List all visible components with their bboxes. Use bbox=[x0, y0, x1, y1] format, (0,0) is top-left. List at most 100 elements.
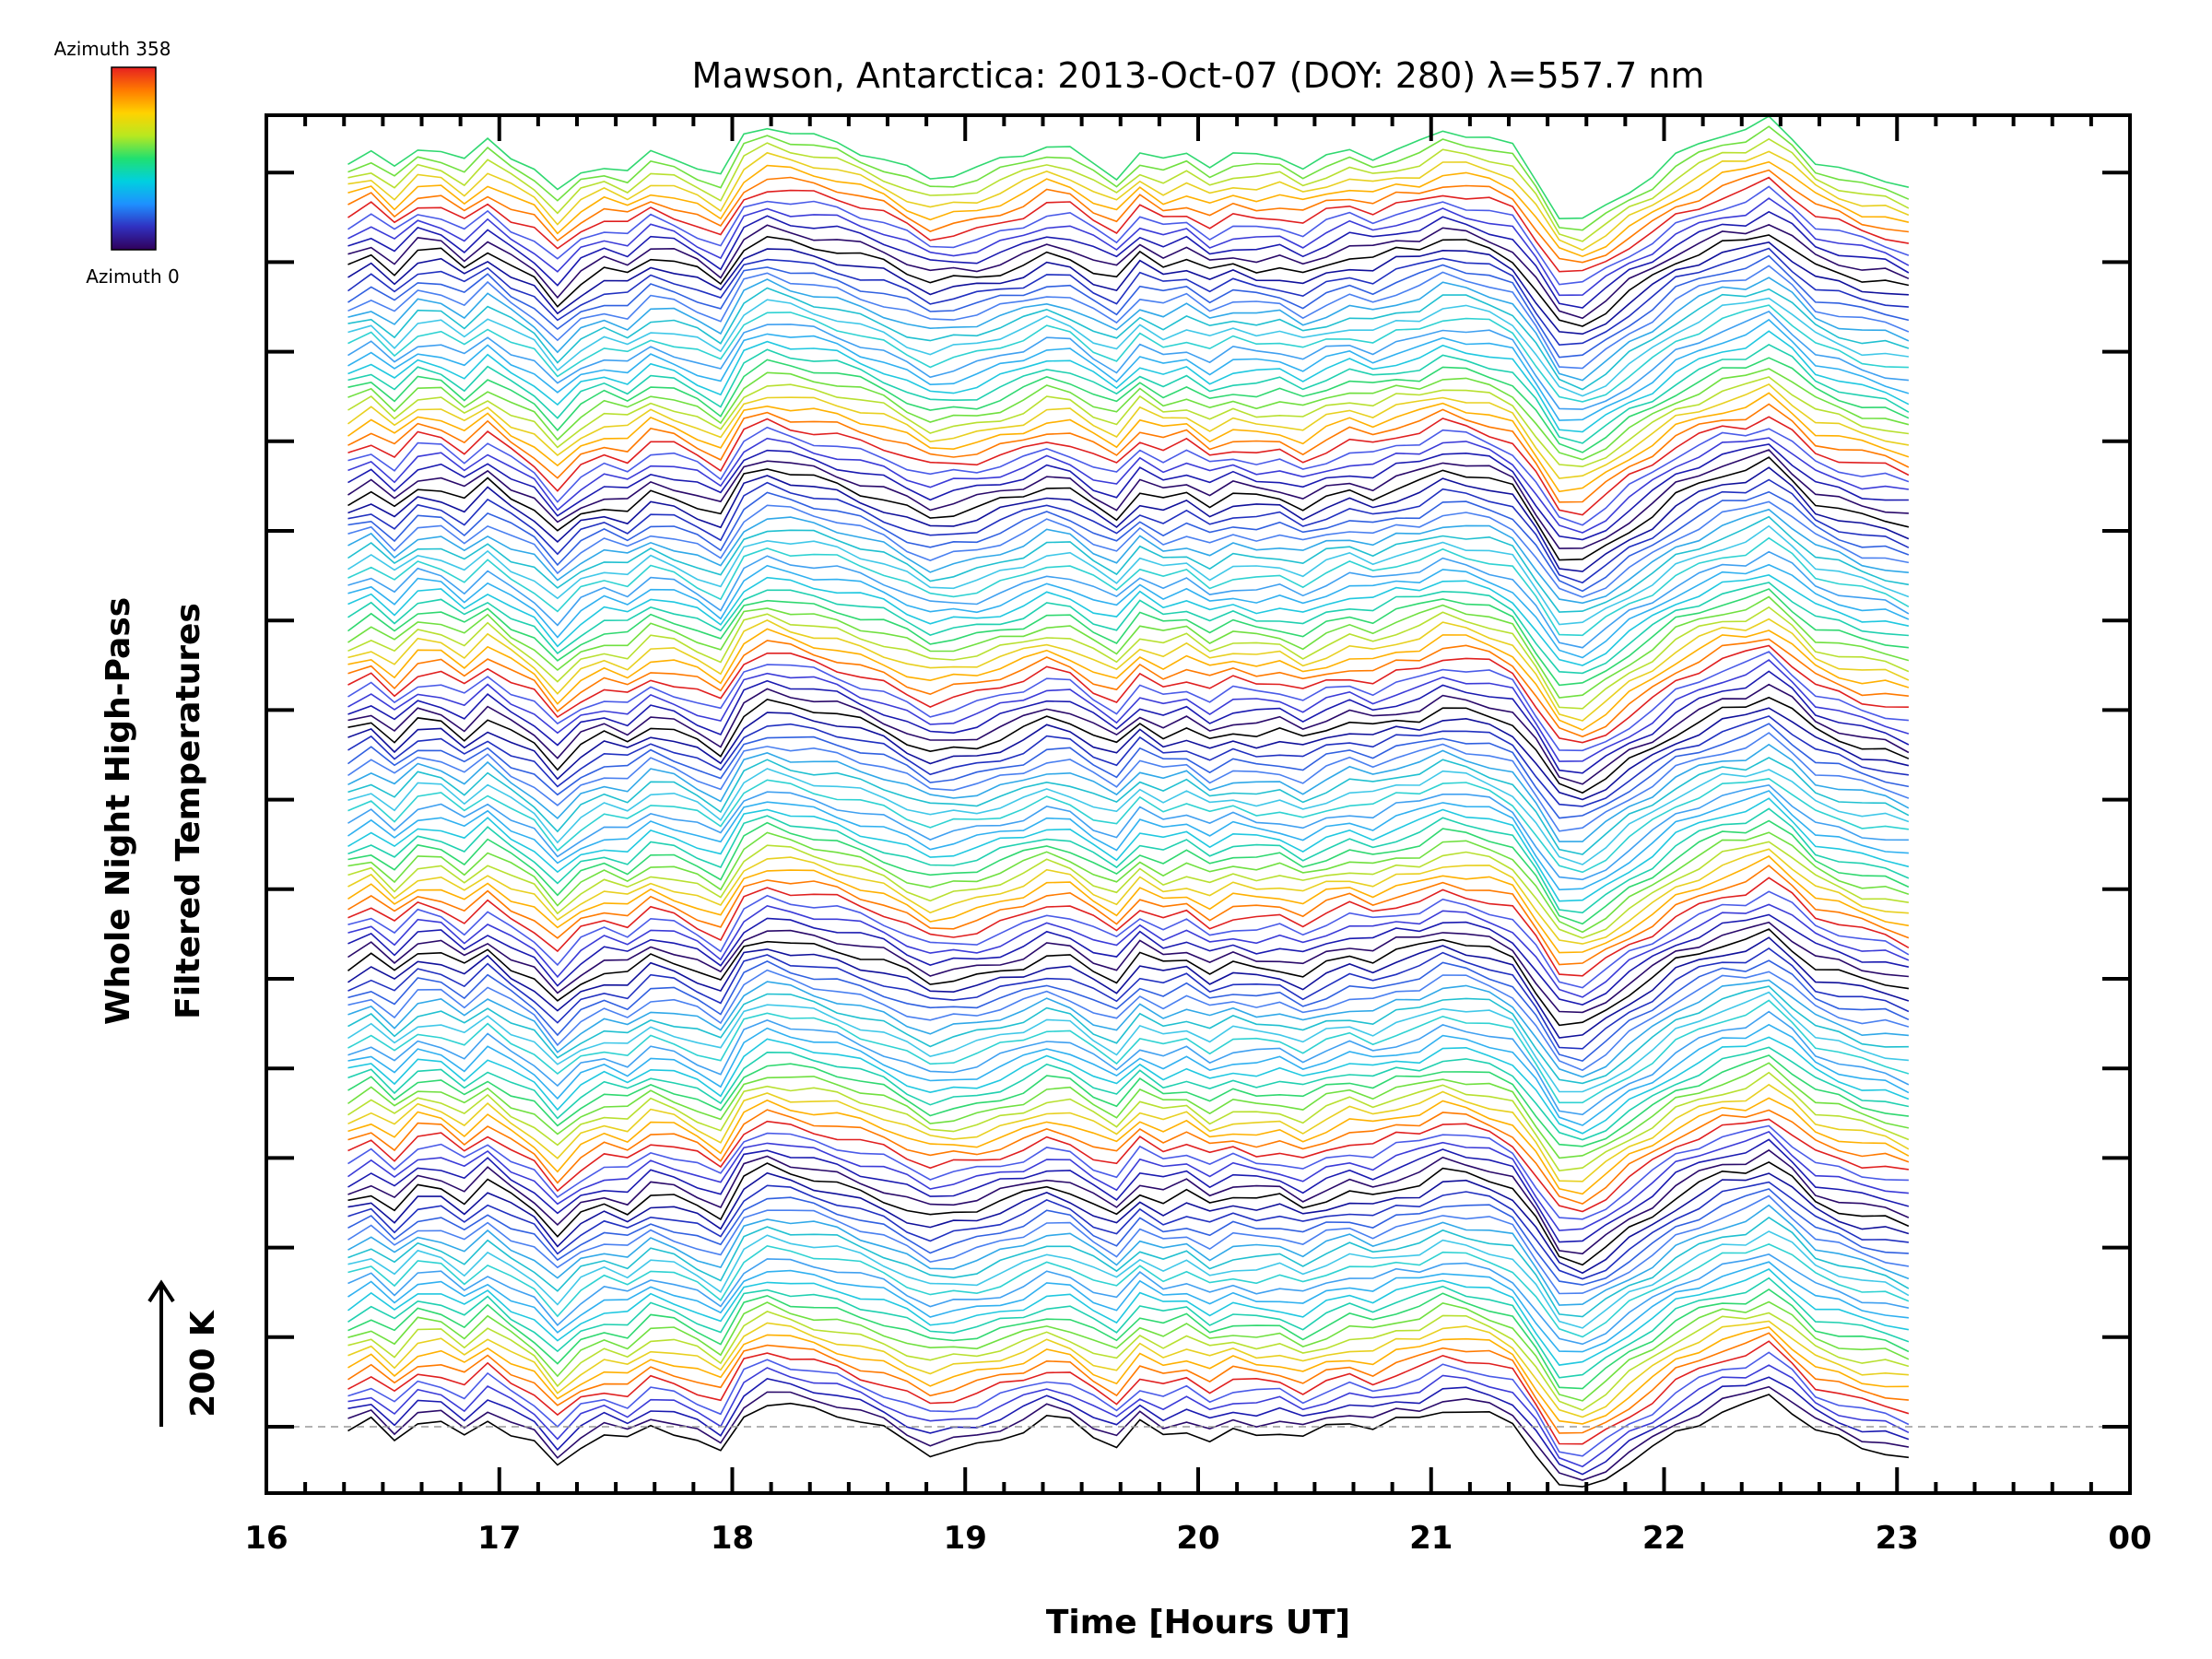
series-line bbox=[347, 160, 1910, 258]
series-line bbox=[347, 1288, 1910, 1390]
series-line bbox=[347, 768, 1910, 865]
series-line bbox=[347, 644, 1909, 744]
series-line bbox=[347, 426, 1910, 526]
series-line bbox=[347, 1148, 1910, 1255]
series-line bbox=[347, 723, 1910, 819]
series-line bbox=[347, 150, 1910, 252]
x-axis-label: Time [Hours UT] bbox=[1046, 1604, 1350, 1641]
series-line bbox=[347, 855, 1910, 954]
series-line bbox=[347, 1351, 1910, 1457]
series-line bbox=[347, 515, 1910, 613]
x-tick-label: 23 bbox=[1876, 1520, 1919, 1557]
series-line bbox=[347, 732, 1910, 832]
series-line bbox=[347, 582, 1909, 675]
series-line bbox=[347, 304, 1909, 403]
series-line bbox=[347, 1230, 1910, 1329]
chart-title: Mawson, Antarctica: 2013-Oct-07 (DOY: 28… bbox=[692, 55, 1705, 96]
series-line bbox=[347, 449, 1909, 549]
series-line bbox=[347, 478, 1910, 584]
series-line bbox=[347, 1083, 1910, 1182]
x-tick-label: 19 bbox=[944, 1520, 987, 1557]
series-line bbox=[347, 466, 1910, 572]
series-line bbox=[347, 247, 1909, 347]
series-line bbox=[347, 1138, 1910, 1243]
series-line bbox=[347, 1062, 1910, 1159]
series-line bbox=[347, 936, 1910, 1039]
series-line bbox=[347, 310, 1909, 410]
series-line bbox=[347, 797, 1910, 902]
series-line bbox=[347, 1124, 1909, 1220]
series-line bbox=[347, 1109, 1910, 1205]
series-line bbox=[347, 1326, 1909, 1425]
series-line bbox=[347, 1204, 1910, 1306]
series-line bbox=[347, 524, 1910, 626]
series-line bbox=[347, 234, 1910, 327]
series-line bbox=[347, 1320, 1909, 1418]
series-line bbox=[347, 707, 1910, 801]
x-tick-label: 16 bbox=[244, 1520, 288, 1557]
series-line bbox=[347, 1046, 1910, 1141]
series-line bbox=[347, 416, 1910, 516]
x-tick-label: 18 bbox=[711, 1520, 754, 1557]
series-line bbox=[347, 115, 1910, 220]
series-line bbox=[347, 508, 1909, 605]
series-line bbox=[347, 376, 1910, 468]
series-line bbox=[347, 913, 1910, 1006]
series-line bbox=[347, 210, 1910, 309]
series-line bbox=[347, 890, 1910, 989]
series-line bbox=[347, 490, 1910, 593]
series-line bbox=[347, 330, 1910, 433]
series-line bbox=[347, 618, 1910, 722]
series-line bbox=[347, 437, 1910, 534]
series-line bbox=[347, 696, 1910, 794]
series-line bbox=[347, 1160, 1910, 1266]
series-line bbox=[347, 197, 1910, 297]
series-line bbox=[347, 651, 1909, 752]
series-line bbox=[347, 403, 1910, 503]
series-line bbox=[347, 500, 1910, 598]
series-line bbox=[347, 921, 1909, 1014]
series-line bbox=[347, 1023, 1910, 1126]
plot-frame bbox=[265, 113, 2132, 1495]
series-line bbox=[347, 536, 1910, 637]
series-line bbox=[347, 595, 1910, 699]
series-line bbox=[347, 1217, 1910, 1318]
series-group bbox=[266, 115, 2130, 1488]
series-line bbox=[347, 999, 1910, 1104]
series-line bbox=[347, 877, 1910, 977]
series-line bbox=[347, 743, 1910, 842]
series-line bbox=[347, 1385, 1910, 1481]
series-line bbox=[347, 928, 1910, 1027]
series-line bbox=[347, 1300, 1910, 1402]
series-line bbox=[347, 588, 1909, 687]
series-line bbox=[347, 790, 1909, 891]
series-line bbox=[347, 1253, 1910, 1346]
series-line bbox=[347, 1054, 1910, 1147]
series-line bbox=[347, 628, 1910, 731]
series-line bbox=[347, 1171, 1910, 1275]
series-line bbox=[347, 969, 1910, 1072]
series-line bbox=[347, 903, 1910, 998]
series-line bbox=[347, 169, 1909, 264]
series-line bbox=[347, 276, 1910, 382]
series-line bbox=[347, 1097, 1910, 1195]
series-line bbox=[347, 841, 1910, 939]
series-line bbox=[347, 241, 1909, 335]
scale-label: 200 K bbox=[184, 1310, 222, 1418]
x-tick-label: 22 bbox=[1642, 1520, 1686, 1557]
series-line bbox=[347, 1036, 1910, 1135]
series-line bbox=[347, 254, 1910, 359]
series-line bbox=[347, 865, 1910, 966]
series-line bbox=[347, 778, 1910, 874]
series-line bbox=[347, 1340, 1910, 1445]
series-line bbox=[347, 176, 1910, 273]
series-line bbox=[347, 1394, 1909, 1488]
series-line bbox=[347, 137, 1910, 242]
y-axis-label-line1: Whole Night High-Pass bbox=[100, 597, 137, 1025]
series-line bbox=[347, 443, 1909, 541]
series-line bbox=[347, 297, 1910, 397]
series-line bbox=[347, 1010, 1910, 1116]
series-line bbox=[347, 1130, 1909, 1231]
series-line bbox=[347, 1311, 1910, 1411]
